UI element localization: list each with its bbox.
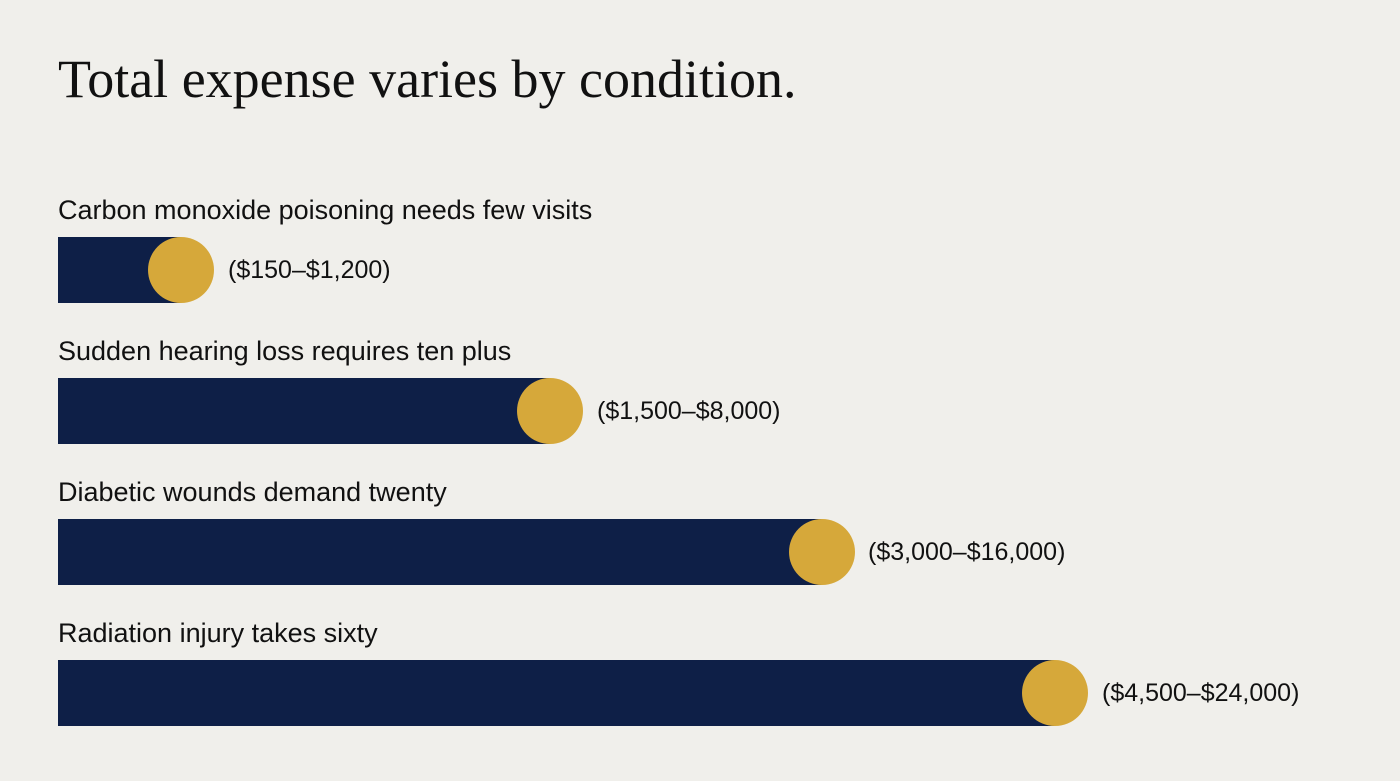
title: Total expense varies by condition. <box>58 49 797 109</box>
bar <box>58 519 855 585</box>
range-label: ($150–$1,200) <box>228 256 391 284</box>
bar-dot <box>789 519 855 585</box>
bar <box>58 237 214 303</box>
row: Diabetic wounds demand twenty ($3,000–$1… <box>58 472 1378 612</box>
range-label: ($4,500–$24,000) <box>1102 679 1300 707</box>
row: Carbon monoxide poisoning needs few visi… <box>58 190 1378 330</box>
bar-dot <box>517 378 583 444</box>
range-label: ($1,500–$8,000) <box>597 397 781 425</box>
row: Sudden hearing loss requires ten plus ($… <box>58 331 1378 471</box>
range-label: ($3,000–$16,000) <box>868 538 1066 566</box>
bar-dot <box>1022 660 1088 726</box>
row-label: Carbon monoxide poisoning needs few visi… <box>58 195 593 225</box>
row-label: Radiation injury takes sixty <box>58 618 378 648</box>
bar <box>58 660 1088 726</box>
bar-dot <box>148 237 214 303</box>
row-label: Diabetic wounds demand twenty <box>58 477 447 507</box>
row: Radiation injury takes sixty ($4,500–$24… <box>58 613 1378 753</box>
bar <box>58 378 583 444</box>
row-label: Sudden hearing loss requires ten plus <box>58 336 512 366</box>
